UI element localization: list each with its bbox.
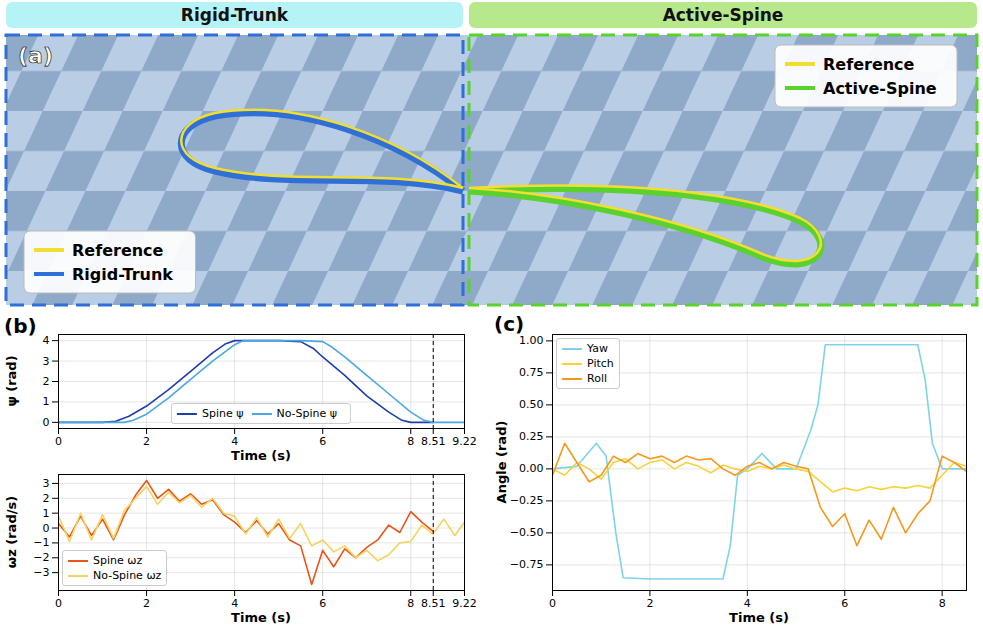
svg-text:4: 4	[231, 435, 238, 448]
svg-text:3: 3	[43, 477, 50, 490]
svg-text:0: 0	[43, 416, 50, 429]
svg-text:6: 6	[841, 597, 848, 610]
svg-text:−2: −2	[33, 551, 49, 564]
svg-text:9.22: 9.22	[452, 597, 477, 610]
svg-text:4: 4	[744, 597, 751, 610]
html-text:Active-Spine: Active-Spine	[662, 5, 784, 25]
html-text:Spine ωz: Spine ωz	[93, 554, 143, 567]
svg-text:Reference: Reference	[72, 241, 164, 260]
svg-text:0: 0	[55, 597, 62, 610]
svg-text:2: 2	[43, 492, 50, 505]
html-text:Roll: Roll	[587, 372, 607, 385]
svg-text:8.51: 8.51	[421, 435, 446, 448]
html-text:Time (s): Time (s)	[231, 610, 291, 625]
svg-text:2: 2	[143, 597, 150, 610]
svg-text:2: 2	[143, 435, 150, 448]
html-text:Yaw: Yaw	[587, 342, 608, 355]
svg-text:4: 4	[43, 334, 50, 347]
html-text:No-Spine ψ: No-Spine ψ	[276, 407, 338, 420]
svg-text:−0.75: −0.75	[510, 558, 544, 571]
svg-text:1: 1	[43, 507, 50, 520]
html-text:Rigid-Trunk: Rigid-Trunk	[180, 5, 289, 25]
svg-text:−3: −3	[33, 566, 49, 579]
svg-text:8: 8	[407, 435, 414, 448]
svg-text:0: 0	[43, 522, 50, 535]
svg-text:4: 4	[231, 597, 238, 610]
svg-text:Rigid-Trunk: Rigid-Trunk	[72, 265, 173, 284]
svg-text:8: 8	[407, 597, 414, 610]
svg-text:Active-Spine: Active-Spine	[823, 79, 937, 98]
html-text:Angle (rad): Angle (rad)	[493, 420, 509, 504]
html-text:No-Spine ωz: No-Spine ωz	[93, 569, 162, 582]
svg-text:−1: −1	[33, 536, 49, 549]
svg-text:(a): (a)	[18, 43, 53, 68]
html-text:ωz (rad/s): ωz (rad/s)	[3, 495, 19, 569]
svg-text:0.25: 0.25	[519, 430, 544, 443]
svg-text:3: 3	[43, 355, 50, 368]
svg-text:0: 0	[55, 435, 62, 448]
svg-text:2: 2	[646, 597, 653, 610]
svg-text:8: 8	[939, 597, 946, 610]
svg-text:1: 1	[43, 395, 50, 408]
html-text:Pitch: Pitch	[587, 357, 614, 370]
svg-text:9.22: 9.22	[452, 435, 477, 448]
svg-text:6: 6	[319, 597, 326, 610]
svg-text:1.00: 1.00	[519, 334, 544, 347]
svg-text:2: 2	[43, 375, 50, 388]
svg-text:0.75: 0.75	[519, 366, 544, 379]
svg-text:0: 0	[549, 597, 556, 610]
svg-text:−0.50: −0.50	[510, 526, 544, 539]
svg-text:0.50: 0.50	[519, 398, 544, 411]
svg-text:6: 6	[319, 435, 326, 448]
html-text:ψ (rad): ψ (rad)	[3, 355, 19, 407]
html-text:Time (s): Time (s)	[729, 610, 789, 625]
html-text:Spine ψ: Spine ψ	[201, 407, 244, 420]
svg-text:−0.25: −0.25	[510, 494, 544, 507]
svg-text:Reference: Reference	[823, 55, 915, 74]
html-text:(c): (c)	[494, 312, 525, 336]
svg-text:0.00: 0.00	[519, 462, 544, 475]
svg-text:8.51: 8.51	[421, 597, 446, 610]
html-text:(b): (b)	[4, 314, 37, 338]
html-text:Time (s): Time (s)	[231, 448, 291, 463]
